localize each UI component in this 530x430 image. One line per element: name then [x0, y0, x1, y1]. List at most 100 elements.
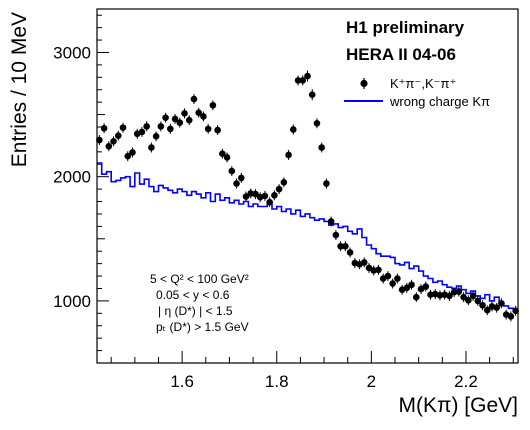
data-point — [233, 178, 240, 189]
data-point — [110, 136, 117, 147]
data-point — [408, 279, 415, 290]
data-point — [342, 241, 349, 252]
data-point — [148, 142, 155, 153]
data-point — [375, 264, 382, 275]
x-tick-label: 2 — [367, 372, 376, 391]
legend: K⁺π⁻,K⁻π⁺ wrong charge Kπ — [344, 76, 490, 109]
x-axis-title: M(Kπ) [GeV] — [399, 394, 519, 417]
data-point — [460, 292, 467, 303]
data-point — [162, 112, 169, 123]
data-point — [157, 121, 165, 132]
data-point — [483, 305, 491, 316]
data-point — [129, 147, 136, 158]
chart-title: H1 preliminary — [346, 18, 465, 37]
data-point — [185, 115, 193, 126]
data-point — [403, 282, 411, 293]
data-point — [96, 135, 103, 146]
data-point — [119, 122, 127, 133]
data-point — [446, 290, 453, 301]
cut-y: 0.05 < y < 0.6 — [156, 288, 230, 302]
data-point — [422, 281, 430, 292]
data-point — [479, 300, 486, 311]
data-point — [176, 117, 184, 128]
y-tick-label: 1000 — [53, 292, 91, 311]
x-tick-label: 2.2 — [454, 372, 478, 391]
data-point — [261, 190, 269, 201]
cut-pt: pₜ (D*) > 1.5 GeV — [156, 320, 249, 334]
data-point — [275, 184, 283, 195]
data-point — [313, 118, 321, 129]
data-point — [469, 290, 477, 301]
data-point — [209, 100, 217, 111]
data-point — [237, 172, 245, 183]
x-tick-label: 1.8 — [265, 372, 289, 391]
data-point — [204, 123, 212, 134]
data-point — [474, 295, 482, 306]
data-point — [465, 295, 472, 306]
data-point — [200, 111, 207, 122]
data-point — [190, 94, 198, 105]
data-point — [195, 107, 203, 118]
plot-frame — [96, 8, 519, 364]
data-point — [318, 142, 325, 153]
data-point — [167, 123, 174, 134]
data-point — [512, 305, 519, 316]
data-point — [294, 75, 302, 86]
wrong-charge-histogram — [97, 162, 518, 312]
legend-marker-points — [360, 78, 368, 89]
data-point — [360, 257, 368, 268]
data-point — [323, 178, 330, 189]
data-point — [105, 141, 113, 152]
data-point — [384, 271, 392, 282]
data-point — [493, 302, 501, 313]
chart-subtitle: HERA II 04-06 — [346, 45, 456, 64]
wrong-charge-step-line — [97, 162, 518, 312]
legend-label-points: K⁺π⁻,K⁻π⁺ — [390, 76, 456, 91]
y-tick-labels: 1000 2000 3000 — [53, 43, 91, 310]
data-points — [96, 70, 519, 322]
data-point — [100, 123, 108, 134]
data-point — [332, 230, 340, 241]
data-point — [143, 121, 150, 132]
data-point — [412, 292, 420, 303]
data-point — [280, 177, 288, 188]
data-point — [152, 131, 160, 142]
axis-ticks — [97, 14, 514, 363]
y-tick-label: 2000 — [53, 168, 91, 187]
data-point — [389, 278, 396, 289]
cut-q2: 5 < Q² < 100 GeV² — [150, 272, 249, 286]
data-point — [455, 286, 463, 297]
data-point — [114, 130, 122, 141]
data-point — [507, 311, 515, 322]
x-tick-label: 1.6 — [170, 372, 194, 391]
data-point — [242, 191, 250, 202]
data-point — [327, 216, 335, 227]
y-axis-title: Entries / 10 MeV — [8, 12, 31, 167]
data-point — [219, 148, 226, 159]
data-point — [228, 166, 236, 177]
data-point — [394, 273, 401, 284]
cut-eta: | η (D*) | < 1.5 — [158, 304, 233, 318]
data-point — [498, 298, 505, 309]
data-point — [308, 89, 316, 101]
data-point — [271, 190, 278, 201]
data-point — [304, 70, 311, 82]
data-point — [252, 189, 259, 200]
y-tick-label: 3000 — [53, 43, 91, 62]
data-point — [266, 197, 273, 208]
data-point — [285, 149, 292, 160]
data-point — [138, 127, 146, 137]
data-point — [214, 125, 221, 136]
selection-cuts: 5 < Q² < 100 GeV² 0.05 < y < 0.6 | η (D*… — [150, 272, 249, 334]
legend-label-line: wrong charge Kπ — [389, 94, 490, 109]
x-tick-labels: 1.6 1.8 2 2.2 — [170, 372, 477, 391]
data-point — [124, 151, 132, 162]
data-point — [171, 113, 179, 124]
data-point — [181, 108, 188, 119]
data-point — [299, 75, 307, 86]
data-point — [346, 247, 354, 258]
data-point — [290, 124, 297, 135]
data-point — [223, 152, 231, 163]
